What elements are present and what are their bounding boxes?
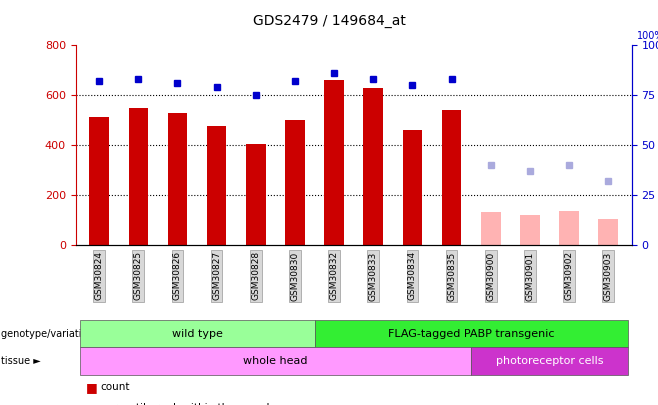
Bar (403, 130, 422, 245)
Bar (168, 113, 188, 245)
Bar (128, 109, 148, 245)
Bar (324, 80, 344, 245)
Text: photoreceptor cells: photoreceptor cells (495, 356, 603, 366)
Text: FLAG-tagged PABP transgenic: FLAG-tagged PABP transgenic (388, 329, 555, 339)
Text: 100%: 100% (637, 30, 658, 40)
Bar (559, 211, 579, 245)
Text: ■: ■ (86, 402, 97, 405)
Text: genotype/variation ►: genotype/variation ► (1, 329, 105, 339)
Bar (285, 120, 305, 245)
Bar (598, 219, 618, 245)
Text: wild type: wild type (172, 329, 222, 339)
Text: ■: ■ (86, 381, 97, 394)
Text: count: count (100, 382, 130, 392)
Bar (520, 215, 540, 245)
Text: tissue ►: tissue ► (1, 356, 41, 366)
Bar (481, 213, 501, 245)
Bar (246, 143, 266, 245)
Text: percentile rank within the sample: percentile rank within the sample (100, 403, 276, 405)
Bar (442, 110, 461, 245)
Bar (207, 126, 226, 245)
Bar (363, 88, 383, 245)
Text: whole head: whole head (243, 356, 307, 366)
Bar (89, 117, 109, 245)
Text: GDS2479 / 149684_at: GDS2479 / 149684_at (253, 14, 405, 28)
